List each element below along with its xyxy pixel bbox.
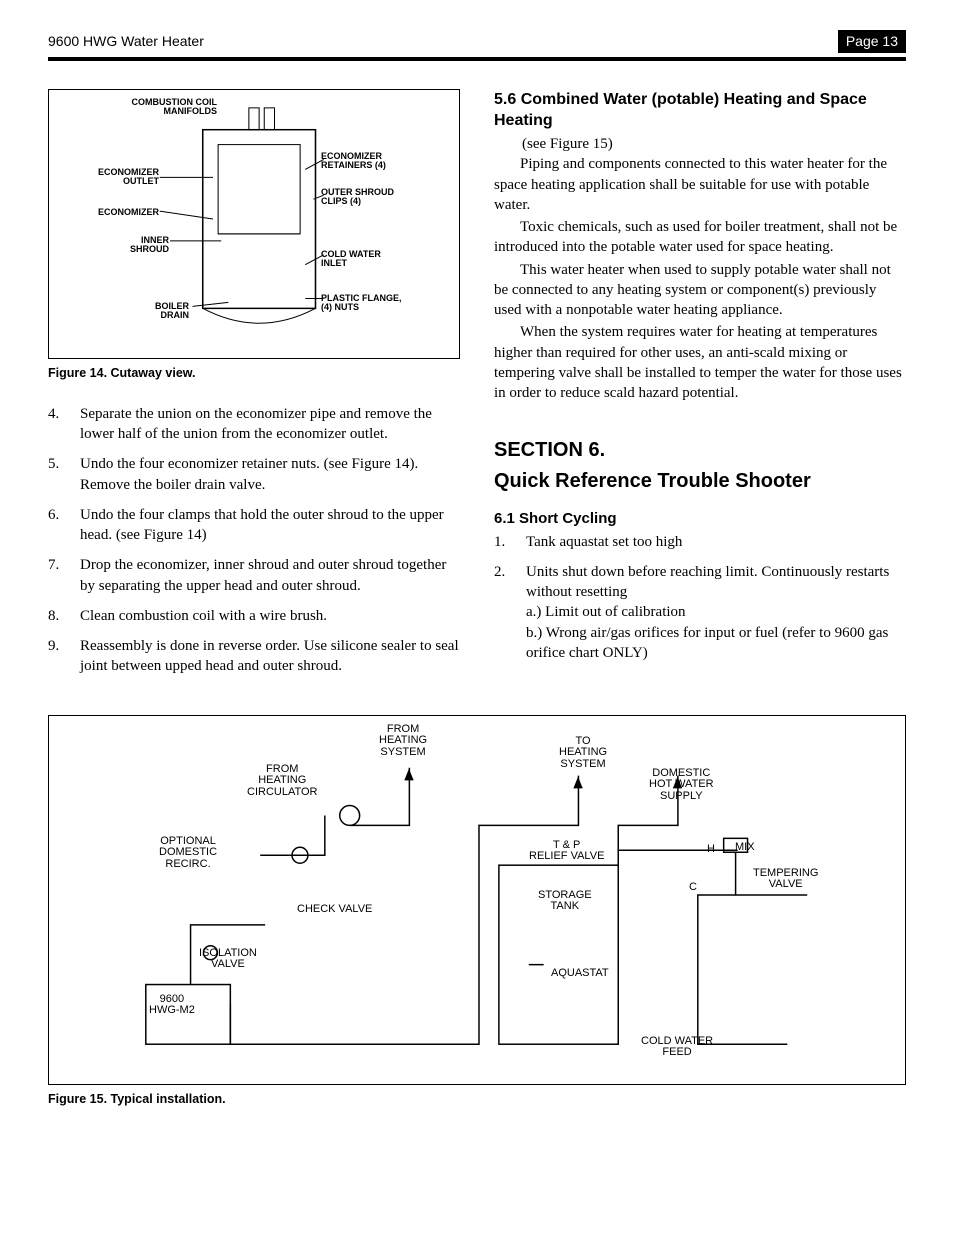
page-number: Page 13 <box>838 30 906 53</box>
procedure-step: 5.Undo the four economizer retainer nuts… <box>48 454 460 495</box>
figure-15-label: ISOLATIONVALVE <box>199 948 257 971</box>
section-6-title-2: Quick Reference Trouble Shooter <box>494 468 906 495</box>
section-6-1-heading: 6.1 Short Cycling <box>494 509 906 529</box>
figure-15-label: CHECK VALVE <box>297 904 372 916</box>
figure-15-label: MIX <box>735 842 755 854</box>
procedure-step: 6.Undo the four clamps that hold the out… <box>48 505 460 546</box>
procedure-step: 4.Separate the union on the economizer p… <box>48 404 460 445</box>
figure-15-label: DOMESTICHOT WATERSUPPLY <box>649 768 714 803</box>
step-number: 8. <box>48 606 80 626</box>
figure-14-label: BOILERDRAIN <box>155 302 189 321</box>
step-text: Separate the union on the economizer pip… <box>80 404 460 445</box>
step-number: 4. <box>48 404 80 445</box>
step-text: Drop the economizer, inner shroud and ou… <box>80 555 460 596</box>
section-6-title-1: SECTION 6. <box>494 437 906 464</box>
procedure-step: 8.Clean combustion coil with a wire brus… <box>48 606 460 626</box>
step-text: Undo the four clamps that hold the outer… <box>80 505 460 546</box>
item-text: Units shut down before reaching limit. C… <box>526 562 906 663</box>
step-number: 6. <box>48 505 80 546</box>
figure-15-caption: Figure 15. Typical installation. <box>48 1091 906 1108</box>
figure-15-label: TOHEATINGSYSTEM <box>559 736 607 771</box>
figure-15-label: FROMHEATINGCIRCULATOR <box>247 764 318 799</box>
figure-14-label: COLD WATERINLET <box>321 250 381 269</box>
item-number: 2. <box>494 562 526 663</box>
procedure-list: 4.Separate the union on the economizer p… <box>48 404 460 677</box>
figure-14-label: ECONOMIZER <box>98 208 159 217</box>
figure-15-label: 9600HWG-M2 <box>149 994 195 1017</box>
body-paragraph: When the system requires water for heati… <box>494 322 906 403</box>
item-text: Tank aquastat set too high <box>526 532 682 552</box>
trouble-item: 1.Tank aquastat set too high <box>494 532 906 552</box>
section-5-6-body: Piping and components connected to this … <box>494 154 906 403</box>
figure-15-label: T & PRELIEF VALVE <box>529 840 604 863</box>
figure-15-wrap: FROMHEATINGSYSTEM TOHEATINGSYSTEM FROMHEAT… <box>48 715 906 1108</box>
figure-14-label: ECONOMIZERRETAINERS (4) <box>321 152 386 171</box>
section-5-6-heading: 5.6 Combined Water (potable) Heating and… <box>494 89 906 132</box>
procedure-step: 9.Reassembly is done in reverse order. U… <box>48 636 460 677</box>
body-paragraph: Toxic chemicals, such as used for boiler… <box>494 217 906 258</box>
see-figure-note: (see Figure 15) <box>522 134 906 154</box>
figure-15-label: COLD WATERFEED <box>641 1036 713 1059</box>
trouble-item: 2.Units shut down before reaching limit.… <box>494 562 906 663</box>
body-paragraph: Piping and components connected to this … <box>494 154 906 215</box>
item-number: 1. <box>494 532 526 552</box>
body-paragraph: This water heater when used to supply po… <box>494 260 906 321</box>
doc-title: 9600 HWG Water Heater <box>48 32 204 51</box>
figure-15-diagram: FROMHEATINGSYSTEM TOHEATINGSYSTEM FROMHEAT… <box>48 715 906 1085</box>
figure-14-label: COMBUSTION COILMANIFOLDS <box>132 98 218 117</box>
step-text: Reassembly is done in reverse order. Use… <box>80 636 460 677</box>
right-column: 5.6 Combined Water (potable) Heating and… <box>494 89 906 687</box>
figure-14-label: ECONOMIZEROUTLET <box>98 168 159 187</box>
section-6: SECTION 6. Quick Reference Trouble Shoot… <box>494 437 906 663</box>
figure-15-label: TEMPERINGVALVE <box>753 868 818 891</box>
figure-15-label: AQUASTAT <box>551 968 609 980</box>
figure-15-label: FROMHEATINGSYSTEM <box>379 724 427 759</box>
step-text: Undo the four economizer retainer nuts. … <box>80 454 460 495</box>
two-column-layout: COMBUSTION COILMANIFOLDS ECONOMIZEROUTLET… <box>48 89 906 687</box>
figure-15-label: H <box>707 844 715 856</box>
step-text: Clean combustion coil with a wire brush. <box>80 606 327 626</box>
figure-15-label: STORAGETANK <box>538 890 592 913</box>
figure-15-label: OPTIONALDOMESTICRECIRC. <box>159 836 217 871</box>
left-column: COMBUSTION COILMANIFOLDS ECONOMIZEROUTLET… <box>48 89 460 687</box>
page-header: 9600 HWG Water Heater Page 13 <box>48 30 906 61</box>
figure-15-label: C <box>689 882 697 894</box>
figure-14-diagram: COMBUSTION COILMANIFOLDS ECONOMIZEROUTLET… <box>48 89 460 359</box>
step-number: 5. <box>48 454 80 495</box>
figure-14-label: PLASTIC FLANGE,(4) NUTS <box>321 294 402 313</box>
step-number: 7. <box>48 555 80 596</box>
figure-14-label: OUTER SHROUDCLIPS (4) <box>321 188 394 207</box>
section-6-1-list: 1.Tank aquastat set too high2.Units shut… <box>494 532 906 664</box>
step-number: 9. <box>48 636 80 677</box>
figure-14-label: INNERSHROUD <box>130 236 169 255</box>
figure-14-caption: Figure 14. Cutaway view. <box>48 365 460 382</box>
procedure-step: 7.Drop the economizer, inner shroud and … <box>48 555 460 596</box>
